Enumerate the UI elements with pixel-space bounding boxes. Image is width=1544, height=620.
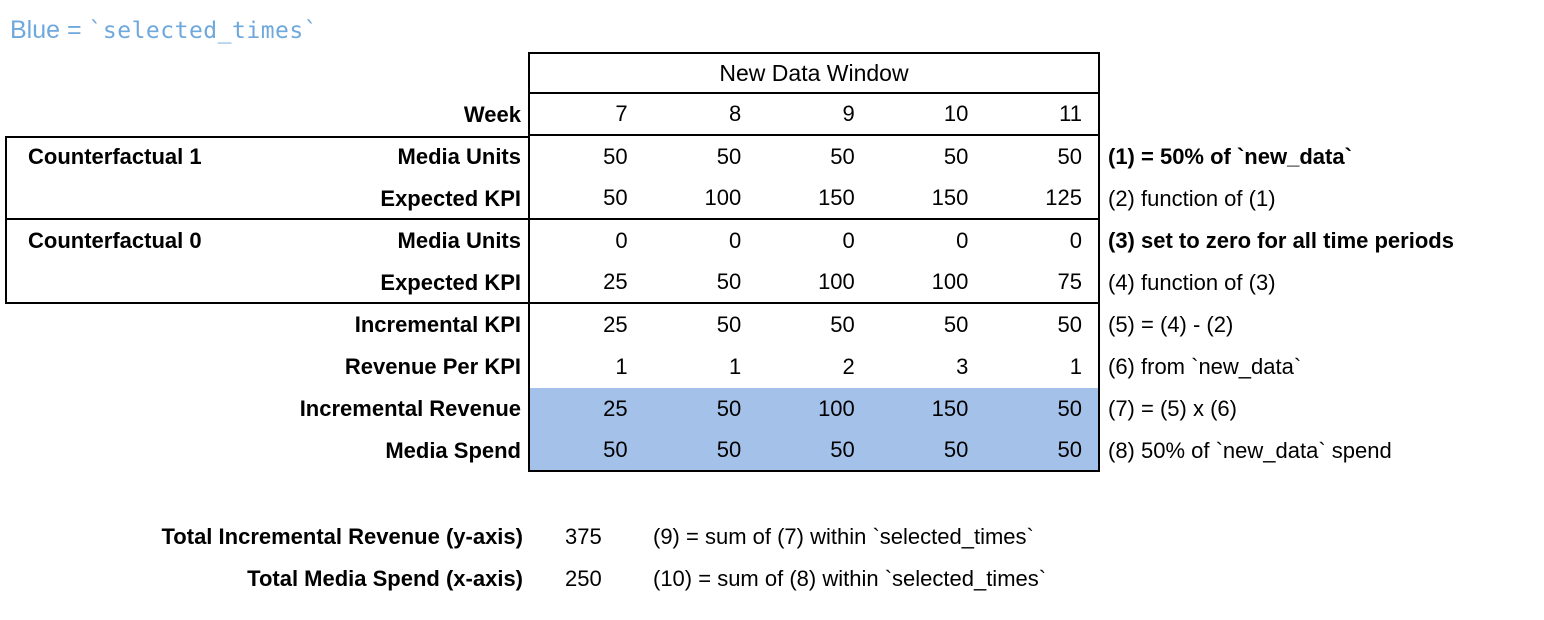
data-cell: 50 (716, 437, 742, 462)
table-row-incremental-revenue-highlighted: 25 50 100 150 50 (530, 388, 1098, 430)
new-data-window-header-row: New Data Window (530, 54, 1098, 94)
table-row-revenue-per-kpi: 1 1 2 3 1 (530, 346, 1098, 388)
data-cell: 50 (1057, 437, 1082, 462)
total-incremental-revenue-note: (9) = sum of (7) within `selected_times` (653, 524, 1034, 549)
row-label-media-spend: Media Spend (385, 438, 521, 463)
data-cell: 50 (830, 437, 855, 462)
counterfactual-0-box (5, 220, 528, 304)
table-row-media-units-cf1: 50 50 50 50 50 (530, 136, 1098, 178)
row-label-expected-kpi-cf1: Expected KPI (380, 186, 521, 211)
data-cell: 50 (716, 144, 742, 169)
data-cell: 25 (603, 396, 628, 421)
data-cell: 50 (830, 144, 855, 169)
data-cell: 50 (603, 437, 628, 462)
legend-text: Blue = (10, 16, 89, 44)
data-cell: 1 (728, 354, 742, 379)
data-cell: 1 (1069, 354, 1082, 379)
legend-code: `selected_times` (88, 18, 319, 44)
note-2: (2) function of (1) (1108, 186, 1276, 211)
total-media-spend-note: (10) = sum of (8) within `selected_times… (653, 566, 1047, 591)
table-row-incremental-kpi: 25 50 50 50 50 (530, 304, 1098, 346)
data-cell: 50 (943, 437, 969, 462)
total-media-spend-label: Total Media Spend (x-axis) (247, 566, 523, 591)
data-cell: 75 (1057, 269, 1082, 294)
table-row-media-units-cf0: 0 0 0 0 0 (530, 220, 1098, 262)
data-cell: 50 (716, 396, 742, 421)
data-cell: 25 (603, 269, 628, 294)
note-3: (3) set to zero for all time periods (1108, 228, 1454, 253)
data-cell: 50 (603, 185, 628, 210)
row-label-expected-kpi-cf0: Expected KPI (380, 270, 521, 295)
data-cell: 50 (1057, 312, 1082, 337)
data-cell: 100 (704, 185, 742, 210)
data-cell: 150 (931, 185, 969, 210)
data-cell: 2 (842, 354, 855, 379)
row-label-incremental-revenue: Incremental Revenue (299, 396, 521, 421)
week-cell: 11 (1059, 101, 1082, 126)
legend: Blue = `selected_times` (10, 16, 318, 45)
data-cell: 50 (603, 144, 628, 169)
data-cell: 50 (1057, 144, 1082, 169)
data-cell: 1 (615, 354, 628, 379)
note-1: (1) = 50% of `new_data` (1108, 144, 1352, 169)
total-incremental-revenue-value: 375 (565, 524, 602, 549)
week-row: 7 8 9 10 11 (530, 94, 1098, 136)
week-cell: 10 (943, 101, 969, 126)
week-cell: 7 (615, 101, 628, 126)
data-cell: 50 (1057, 396, 1082, 421)
table-row-expected-kpi-cf0: 25 50 100 100 75 (530, 262, 1098, 304)
week-header-label: Week (463, 102, 521, 127)
data-cell: 50 (830, 312, 855, 337)
data-cell: 0 (615, 228, 628, 253)
total-media-spend-value: 250 (565, 566, 602, 591)
table-row-expected-kpi-cf1: 50 100 150 150 125 (530, 178, 1098, 220)
data-cell: 0 (956, 228, 969, 253)
row-label-incremental-kpi: Incremental KPI (354, 312, 521, 337)
note-6: (6) from `new_data` (1108, 354, 1302, 379)
data-cell: 0 (728, 228, 742, 253)
row-label-media-units-cf1: Media Units (397, 144, 521, 169)
data-cell: 0 (1069, 228, 1082, 253)
data-cell: 50 (943, 144, 969, 169)
data-cell: 25 (603, 312, 628, 337)
data-cell: 100 (931, 269, 969, 294)
counterfactual-0-label: Counterfactual 0 (28, 228, 202, 253)
data-cell: 0 (842, 228, 855, 253)
counterfactual-1-box (5, 136, 528, 220)
data-cell: 150 (931, 396, 969, 421)
data-cell: 3 (956, 354, 969, 379)
counterfactual-1-label: Counterfactual 1 (28, 144, 202, 169)
note-5: (5) = (4) - (2) (1108, 312, 1234, 337)
note-8: (8) 50% of `new_data` spend (1108, 438, 1392, 463)
data-cell: 50 (716, 312, 742, 337)
row-label-media-units-cf0: Media Units (397, 228, 521, 253)
table-row-media-spend-highlighted: 50 50 50 50 50 (530, 430, 1098, 470)
data-cell: 100 (818, 396, 855, 421)
new-data-window-header: New Data Window (719, 59, 909, 86)
week-cell: 8 (728, 101, 742, 126)
data-cell: 50 (716, 269, 742, 294)
note-7: (7) = (5) x (6) (1108, 396, 1237, 421)
note-4: (4) function of (3) (1108, 270, 1276, 295)
data-cell: 125 (1045, 185, 1082, 210)
data-cell: 50 (943, 312, 969, 337)
data-cell: 100 (818, 269, 855, 294)
data-cell: 150 (818, 185, 855, 210)
row-label-revenue-per-kpi: Revenue Per KPI (344, 354, 521, 379)
total-incremental-revenue-label: Total Incremental Revenue (y-axis) (161, 524, 524, 549)
counterfactual-table: New Data Window 7 8 9 10 11 50 50 50 50 … (528, 52, 1100, 472)
week-cell: 9 (842, 101, 855, 126)
